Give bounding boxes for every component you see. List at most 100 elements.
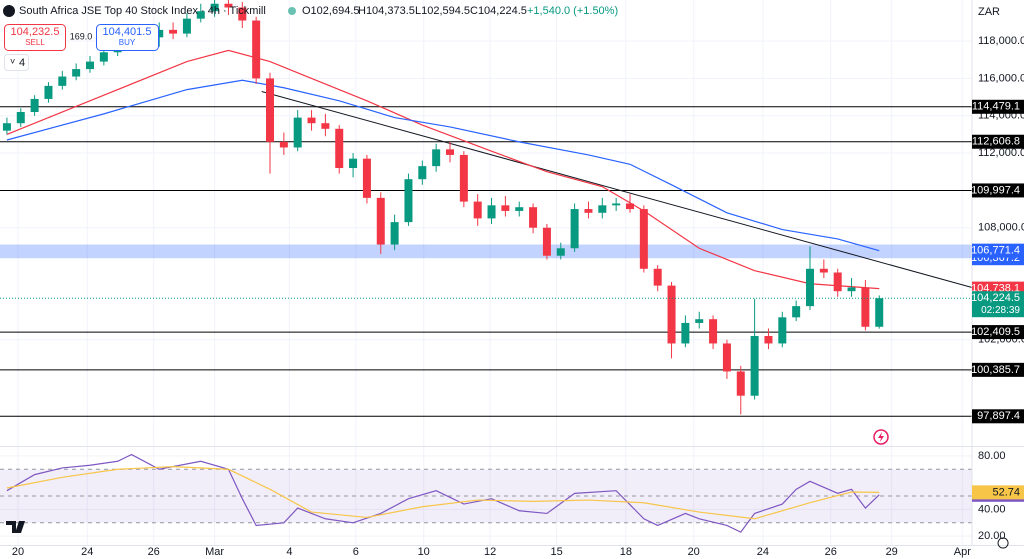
axis-labels: 118,000.0116,000.0114,000.0112,000.0108,…: [12, 35, 1024, 558]
buy-price: 104,401.5: [103, 26, 152, 38]
candle-body: [626, 203, 634, 210]
candle-body: [653, 268, 662, 286]
level-label: 97,897.4: [977, 410, 1020, 422]
pane: [0, 453, 972, 537]
level-label-bg: [972, 183, 1024, 198]
candle-body: [404, 179, 413, 223]
buy-button[interactable]: [96, 24, 159, 51]
x-tick-label: 4: [286, 546, 292, 558]
indicator-line: [6, 453, 880, 533]
candle-body: [722, 343, 731, 372]
candle-body: [210, 3, 219, 12]
pane: [0, 0, 973, 545]
y-tick-label: 112,000.0: [978, 147, 1024, 159]
candle-body: [473, 201, 482, 219]
candle-body: [695, 319, 704, 323]
candle-body: [806, 268, 814, 307]
candle-body: [418, 166, 427, 180]
candle-body: [196, 11, 205, 19]
x-tick-label: 26: [148, 546, 160, 558]
candle-body: [335, 128, 344, 168]
x-tick-label: 29: [886, 546, 898, 558]
alert-icon[interactable]: [873, 429, 889, 445]
candle-body: [182, 18, 191, 34]
y-tick-label: 108,000.0: [978, 222, 1024, 234]
settings-icon[interactable]: [997, 537, 1009, 549]
x-tick-label: 6: [353, 546, 359, 558]
candle-body: [501, 205, 510, 211]
candle-body: [155, 29, 164, 38]
candle-body: [570, 209, 579, 249]
ohlc-close: C104,224.5: [470, 5, 527, 17]
candle-body: [238, 7, 247, 21]
level-label: 102,409.5: [971, 326, 1020, 338]
indicator-count: 4: [19, 57, 25, 69]
indicator-line: [6, 49, 880, 290]
buy-label: BUY: [119, 38, 136, 47]
candle-body: [349, 158, 358, 168]
candle-body: [2, 123, 11, 131]
sell-button[interactable]: [4, 24, 66, 51]
x-tick-label: 24: [81, 546, 93, 558]
chart-title: South Africa JSE Top 40 Stock Index · 4h…: [19, 5, 266, 17]
candle-body: [446, 149, 454, 155]
x-tick-label: 15: [550, 546, 562, 558]
change: +1,540.0 (+1.50%): [527, 5, 618, 17]
y-tick-label: 80.00: [978, 450, 1006, 462]
candle-body: [556, 248, 565, 256]
candle-body: [861, 287, 870, 327]
sell-label: SELL: [25, 38, 45, 47]
sell-price: 104,232.5: [11, 26, 60, 38]
candle-body: [778, 317, 787, 344]
candle-body: [321, 123, 330, 129]
alert-bolt: [878, 432, 884, 442]
candle-body: [44, 85, 53, 99]
candle-body: [224, 3, 233, 8]
candle-body: [709, 319, 718, 344]
candle-body: [58, 76, 67, 86]
candle-body: [266, 78, 274, 142]
level-label-bg: [972, 362, 1024, 377]
candle-body: [819, 268, 828, 273]
candle-body: [584, 209, 593, 213]
toggle-arrow: ˅: [10, 56, 15, 66]
level-label: 112,606.8: [972, 136, 1020, 148]
indicator-toggle[interactable]: [4, 54, 29, 71]
logo: [6, 521, 25, 533]
countdown: 02:28:39: [981, 305, 1020, 316]
candle-body: [792, 306, 801, 318]
candle-body: [99, 52, 108, 62]
y-tick-label: 116,000.0: [978, 72, 1024, 84]
candle-body: [169, 29, 178, 34]
current-price-label: 104,224.5: [971, 292, 1020, 304]
plot-area: [0, 0, 973, 545]
series-end-label: 106,771.4: [971, 245, 1020, 257]
candle-body: [764, 335, 773, 344]
candle-body: [432, 149, 441, 167]
ohlc-open: O102,694.5: [302, 5, 360, 17]
candle-body: [847, 287, 856, 292]
candle-body: [376, 197, 385, 245]
candle-body: [612, 203, 621, 206]
currency: ZAR: [978, 6, 1000, 18]
symbol-icon: [3, 5, 15, 17]
series-end-label-bg: [972, 485, 1024, 500]
candle-body: [667, 285, 676, 344]
ohlc-low: L102,594.5: [415, 5, 470, 17]
candle-body: [736, 371, 745, 396]
price-axis-bg: [972, 0, 1024, 559]
level-label: 109,997.4: [971, 184, 1020, 196]
spread: 169.0: [70, 31, 93, 41]
candle-body: [681, 322, 690, 344]
candle-body: [362, 158, 371, 198]
candle-body: [252, 20, 261, 79]
x-tick-label: 18: [620, 546, 632, 558]
x-tick-label: 20: [688, 546, 700, 558]
candle-body: [750, 335, 759, 396]
trendline: [261, 90, 973, 288]
current-price-bg: [972, 291, 1024, 318]
status-dot: [288, 7, 296, 15]
candle-body: [875, 298, 884, 327]
candle-body: [459, 154, 468, 202]
